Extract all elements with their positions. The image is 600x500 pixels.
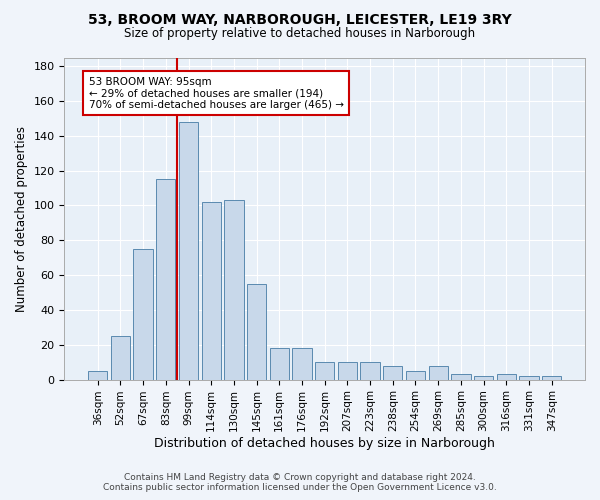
Bar: [428, 366, 448, 380]
Y-axis label: Number of detached properties: Number of detached properties: [15, 126, 28, 312]
Bar: [497, 374, 516, 380]
Text: Contains HM Land Registry data © Crown copyright and database right 2024.
Contai: Contains HM Land Registry data © Crown c…: [103, 473, 497, 492]
Bar: [406, 371, 425, 380]
Bar: [247, 284, 266, 380]
Bar: [451, 374, 470, 380]
Bar: [474, 376, 493, 380]
Text: 53, BROOM WAY, NARBOROUGH, LEICESTER, LE19 3RY: 53, BROOM WAY, NARBOROUGH, LEICESTER, LE…: [88, 12, 512, 26]
Bar: [292, 348, 311, 380]
Text: 53 BROOM WAY: 95sqm
← 29% of detached houses are smaller (194)
70% of semi-detac: 53 BROOM WAY: 95sqm ← 29% of detached ho…: [89, 76, 344, 110]
X-axis label: Distribution of detached houses by size in Narborough: Distribution of detached houses by size …: [154, 437, 495, 450]
Bar: [542, 376, 562, 380]
Bar: [269, 348, 289, 380]
Bar: [338, 362, 357, 380]
Text: Size of property relative to detached houses in Narborough: Size of property relative to detached ho…: [124, 28, 476, 40]
Bar: [315, 362, 334, 380]
Bar: [111, 336, 130, 380]
Bar: [133, 249, 153, 380]
Bar: [202, 202, 221, 380]
Bar: [179, 122, 198, 380]
Bar: [361, 362, 380, 380]
Bar: [224, 200, 244, 380]
Bar: [383, 366, 403, 380]
Bar: [520, 376, 539, 380]
Bar: [156, 180, 175, 380]
Bar: [88, 371, 107, 380]
